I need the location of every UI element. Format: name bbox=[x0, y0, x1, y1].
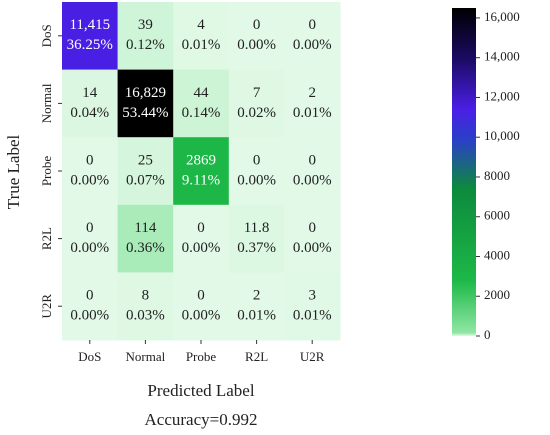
cell bbox=[62, 137, 119, 206]
cell-value: 8 bbox=[142, 288, 150, 304]
x-tick-label: U2R bbox=[300, 349, 325, 364]
cell-percentage: 36.25% bbox=[67, 37, 113, 53]
cell bbox=[284, 69, 341, 138]
cell-value: 0 bbox=[308, 17, 316, 33]
x-tick-label: R2L bbox=[245, 349, 268, 364]
cell bbox=[173, 69, 230, 138]
colorbar-tick-label: 2000 bbox=[484, 287, 510, 302]
cell bbox=[117, 204, 174, 273]
cell-value: 0 bbox=[308, 152, 316, 168]
cell bbox=[173, 137, 230, 206]
cell-percentage: 0.36% bbox=[126, 240, 165, 256]
cell-percentage: 0.01% bbox=[293, 105, 332, 121]
cell bbox=[62, 204, 119, 273]
cell-value: 7 bbox=[253, 85, 261, 101]
cell-percentage: 0.00% bbox=[70, 240, 109, 256]
cell bbox=[228, 2, 285, 71]
cell-percentage: 0.00% bbox=[237, 37, 276, 53]
cell-value: 3 bbox=[308, 288, 316, 304]
cell bbox=[228, 137, 285, 206]
cell bbox=[228, 69, 285, 138]
x-axis-title: Predicted Label bbox=[147, 381, 254, 400]
colorbar-tick-label: 0 bbox=[484, 327, 491, 342]
x-tick-label: DoS bbox=[78, 349, 101, 364]
cell bbox=[117, 137, 174, 206]
cell-value: 25 bbox=[138, 152, 153, 168]
cell-percentage: 9.11% bbox=[182, 172, 220, 188]
cell-value: 0 bbox=[197, 220, 205, 236]
y-tick-label: R2L bbox=[39, 227, 54, 250]
x-tick-label: Probe bbox=[186, 349, 217, 364]
cell-percentage: 0.14% bbox=[182, 105, 221, 121]
colorbar bbox=[452, 8, 476, 336]
y-tick-label: Probe bbox=[39, 156, 54, 187]
cell-percentage: 53.44% bbox=[122, 105, 168, 121]
colorbar-tick-label: 16,000 bbox=[484, 9, 520, 24]
cell-value: 0 bbox=[253, 17, 261, 33]
cell bbox=[62, 272, 119, 341]
cell bbox=[284, 204, 341, 273]
cell bbox=[284, 137, 341, 206]
cell-value: 44 bbox=[194, 85, 210, 101]
cell-percentage: 0.00% bbox=[293, 172, 332, 188]
cell-value: 2869 bbox=[186, 152, 216, 168]
cell bbox=[117, 2, 174, 71]
cell-value: 16,829 bbox=[125, 85, 166, 101]
cell bbox=[117, 69, 174, 138]
cell-value: 4 bbox=[197, 17, 205, 33]
cell bbox=[62, 2, 119, 71]
cell bbox=[284, 272, 341, 341]
caption: Accuracy=0.992 bbox=[145, 410, 258, 429]
cell-percentage: 0.00% bbox=[70, 172, 109, 188]
colorbar-tick-label: 10,000 bbox=[484, 128, 520, 143]
y-tick-label: DoS bbox=[39, 24, 54, 47]
cell-value: 0 bbox=[86, 152, 94, 168]
cell-value: 0 bbox=[86, 220, 94, 236]
y-tick-label: U2R bbox=[39, 294, 54, 319]
cell bbox=[228, 204, 285, 273]
cell bbox=[62, 69, 119, 138]
cell-percentage: 0.00% bbox=[182, 240, 221, 256]
cell bbox=[117, 272, 174, 341]
cell-percentage: 0.00% bbox=[182, 308, 221, 324]
cell-value: 14 bbox=[82, 85, 98, 101]
colorbar-tick-label: 12,000 bbox=[484, 88, 520, 103]
cell-value: 39 bbox=[138, 17, 153, 33]
cell-percentage: 0.04% bbox=[70, 105, 109, 121]
cell-percentage: 0.00% bbox=[70, 308, 109, 324]
cell-value: 2 bbox=[253, 288, 261, 304]
cell bbox=[173, 204, 230, 273]
cell-percentage: 0.00% bbox=[237, 172, 276, 188]
colorbar-tick-label: 4000 bbox=[484, 247, 510, 262]
colorbar-tick-label: 14,000 bbox=[484, 49, 520, 64]
cell-percentage: 0.37% bbox=[237, 240, 276, 256]
cell-value: 0 bbox=[197, 288, 205, 304]
cell-percentage: 0.07% bbox=[126, 172, 165, 188]
y-tick-label: Normal bbox=[39, 83, 54, 123]
cell bbox=[284, 2, 341, 71]
cell-percentage: 0.00% bbox=[293, 240, 332, 256]
colorbar-tick-label: 8000 bbox=[484, 168, 510, 183]
y-axis-title: True Label bbox=[4, 135, 23, 210]
cell-value: 0 bbox=[253, 152, 261, 168]
cell-value: 114 bbox=[134, 220, 156, 236]
cell-percentage: 0.01% bbox=[293, 308, 332, 324]
colorbar-tick-label: 6000 bbox=[484, 208, 510, 223]
cell-percentage: 0.03% bbox=[126, 308, 165, 324]
cell-percentage: 0.02% bbox=[237, 105, 276, 121]
cell-value: 0 bbox=[308, 220, 316, 236]
cell-percentage: 0.01% bbox=[182, 37, 221, 53]
cell-percentage: 0.12% bbox=[126, 37, 165, 53]
cell-value: 11,415 bbox=[69, 17, 110, 33]
cell-value: 2 bbox=[308, 85, 316, 101]
cell-value: 11.8 bbox=[244, 220, 270, 236]
cell-value: 0 bbox=[86, 288, 94, 304]
cell bbox=[173, 2, 230, 71]
cell-percentage: 0.00% bbox=[293, 37, 332, 53]
cell bbox=[173, 272, 230, 341]
cell bbox=[228, 272, 285, 341]
x-tick-label: Normal bbox=[126, 349, 166, 364]
cell-percentage: 0.01% bbox=[237, 308, 276, 324]
